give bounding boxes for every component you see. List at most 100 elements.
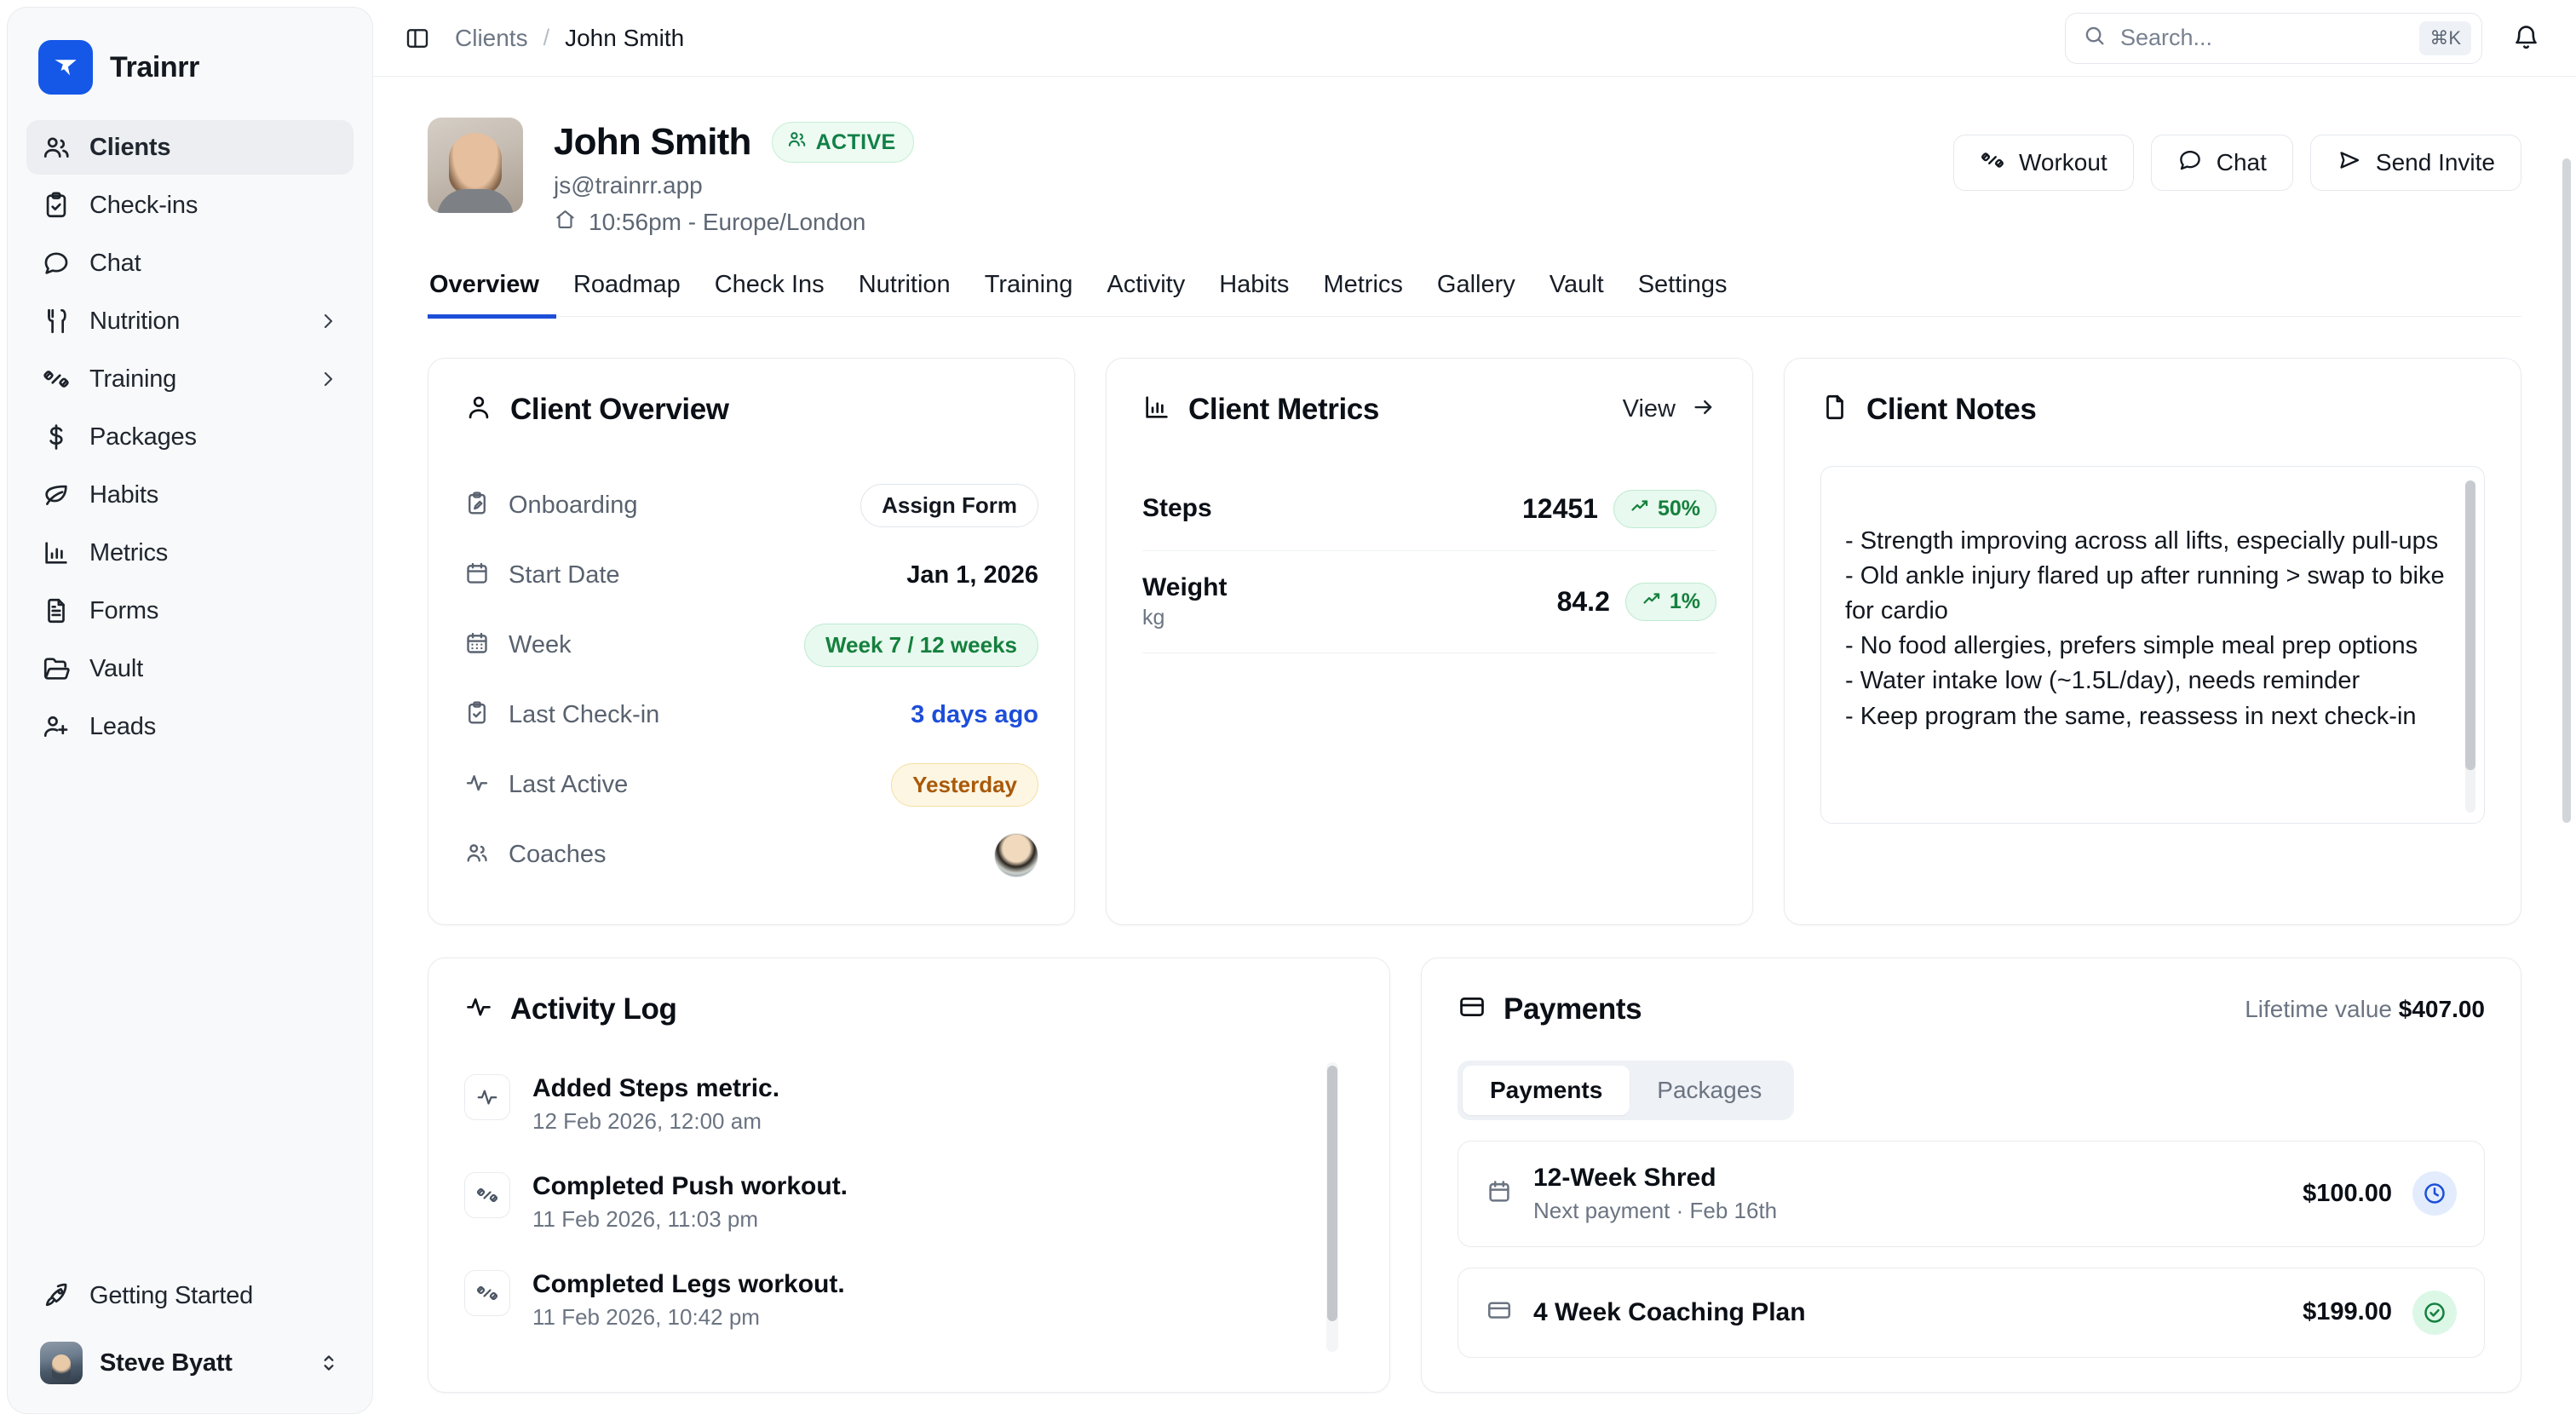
tab-activity[interactable]: Activity	[1107, 271, 1186, 298]
tab-gallery[interactable]: Gallery	[1436, 271, 1515, 298]
sidebar-item-getting-started[interactable]: Getting Started	[26, 1268, 354, 1323]
sidebar-item-chat[interactable]: Chat	[26, 236, 354, 290]
chat-button[interactable]: Chat	[2150, 135, 2293, 191]
payment-row-12-week-shred[interactable]: 12-Week Shred Next payment · Feb 16th $1…	[1458, 1140, 2485, 1247]
overview-row-left: Coaches	[464, 840, 606, 870]
send-invite-button-label: Send Invite	[2375, 149, 2495, 175]
sidebar-item-metrics[interactable]: Metrics	[26, 526, 354, 580]
sidebar-item-check-ins[interactable]: Check-ins	[26, 178, 354, 233]
document-icon	[42, 596, 71, 625]
sidebar-item-clients[interactable]: Clients	[26, 120, 354, 175]
sidebar-item-vault[interactable]: Vault	[26, 641, 354, 696]
trainrr-logo-icon	[38, 40, 93, 95]
coach-avatar[interactable]	[994, 832, 1038, 877]
brand-name: Trainrr	[110, 50, 199, 83]
brand[interactable]: Trainrr	[26, 30, 354, 95]
send-invite-button[interactable]: Send Invite	[2309, 135, 2521, 191]
activity-log-text: Completed Legs workout.	[532, 1269, 845, 1298]
user-icon	[464, 393, 493, 426]
tab-nutrition[interactable]: Nutrition	[858, 271, 951, 298]
activity-log-date: 11 Feb 2026, 10:42 pm	[532, 1303, 760, 1330]
calendar-days-icon	[464, 630, 490, 660]
sidebar-item-label: Habits	[89, 480, 158, 509]
sidebar-item-leads[interactable]: Leads	[26, 699, 354, 754]
tab-settings[interactable]: Settings	[1637, 271, 1728, 298]
last-check-in-link[interactable]: 3 days ago	[911, 701, 1038, 728]
tab-habits[interactable]: Habits	[1219, 271, 1290, 298]
sidebar-item-nutrition[interactable]: Nutrition	[26, 294, 354, 348]
workout-button[interactable]: Workout	[1952, 135, 2134, 191]
tab-overview[interactable]: Overview	[428, 271, 556, 319]
tab-payments[interactable]: Payments	[1463, 1065, 1630, 1115]
search-shortcut-badge: ⌘K	[2419, 20, 2471, 55]
search-input[interactable]: Search... ⌘K	[2065, 12, 2482, 64]
dumbbell-icon	[1980, 147, 2005, 179]
card-icon	[1486, 1297, 1513, 1328]
check-circle-icon	[2412, 1290, 2457, 1335]
users-icon	[42, 133, 71, 162]
sidebar-item-habits[interactable]: Habits	[26, 468, 354, 522]
sidebar-user-name: Steve Byatt	[100, 1348, 233, 1377]
activity-log-entry: Added Steps metric. 12 Feb 2026, 12:00 a…	[532, 1074, 779, 1135]
sidebar-item-training[interactable]: Training	[26, 352, 354, 406]
client-notes-header: Client Notes	[1820, 393, 2485, 427]
breadcrumb-clients[interactable]: Clients	[455, 24, 528, 51]
calendar-icon	[1486, 1178, 1513, 1210]
page-scrollbar[interactable]	[2562, 158, 2571, 1426]
utensils-icon	[42, 307, 71, 336]
sidebar-item-forms[interactable]: Forms	[26, 584, 354, 638]
clipboard-check-icon	[42, 191, 71, 220]
bell-icon[interactable]	[2506, 19, 2545, 58]
payment-amount: $199.00	[2303, 1298, 2392, 1325]
panel-left-icon[interactable]	[399, 20, 436, 57]
overview-cards-row: Client Overview Onboarding Assign	[428, 357, 2521, 925]
activity-log-text: Completed Push workout.	[532, 1171, 848, 1200]
overview-row-value: Assign Form	[860, 484, 1038, 527]
chat-button-label: Chat	[2216, 149, 2267, 175]
main-area: Clients / John Smith Search... ⌘K	[373, 0, 2576, 1426]
metric-row-weight[interactable]: Weight kg 84.2 1%	[1142, 551, 1716, 653]
metric-name-block: Weight kg	[1142, 573, 1227, 630]
client-header: John Smith ACTIVE js@trainrr.app 10:56pm…	[428, 118, 2521, 237]
file-icon	[1820, 393, 1849, 426]
client-notes-text: - Strength improving across all lifts, e…	[1845, 526, 2445, 730]
tab-training[interactable]: Training	[984, 271, 1073, 298]
trending-up-icon	[1630, 496, 1650, 522]
sidebar-item-packages[interactable]: Packages	[26, 410, 354, 464]
client-overview-rows: Onboarding Assign Form Start	[464, 471, 1038, 890]
sidebar-item-label: Check-ins	[89, 191, 198, 219]
sidebar-item-label: Getting Started	[89, 1281, 254, 1309]
breadcrumb: Clients / John Smith	[455, 25, 684, 52]
overview-row-left: Last Active	[464, 770, 628, 800]
payment-row-4-week-coaching-plan[interactable]: 4 Week Coaching Plan $199.00	[1458, 1267, 2485, 1358]
client-notes-textarea[interactable]: - Strength improving across all lifts, e…	[1820, 465, 2485, 824]
overview-row-label: Last Check-in	[509, 701, 660, 728]
activity-icon	[464, 770, 490, 800]
start-date-value: Jan 1, 2026	[906, 561, 1038, 589]
tab-roadmap[interactable]: Roadmap	[572, 271, 681, 298]
tab-vault[interactable]: Vault	[1549, 271, 1604, 298]
assign-form-button[interactable]: Assign Form	[860, 484, 1038, 527]
tab-metrics[interactable]: Metrics	[1323, 271, 1403, 298]
folder-icon	[42, 654, 71, 683]
sidebar-user-switcher[interactable]: Steve Byatt	[26, 1331, 354, 1394]
tab-packages[interactable]: Packages	[1657, 1076, 1762, 1103]
activity-log-entry: Completed Legs workout. 11 Feb 2026, 10:…	[532, 1270, 845, 1331]
card-title-text: Payments	[1504, 992, 1642, 1026]
metric-row-steps[interactable]: Steps 12451 50%	[1142, 468, 1716, 551]
rocket-icon	[42, 1281, 71, 1310]
client-overview-card: Client Overview Onboarding Assign	[428, 357, 1075, 925]
metric-value: 84.2	[1556, 585, 1610, 617]
payment-info: 12-Week Shred Next payment · Feb 16th	[1533, 1164, 1777, 1224]
tab-check-ins[interactable]: Check Ins	[714, 271, 825, 298]
activity-log-scrollbar[interactable]	[1326, 1061, 1338, 1352]
overview-row-coaches: Coaches	[464, 820, 1038, 890]
view-metrics-link[interactable]: View	[1623, 394, 1716, 424]
page-title: John Smith	[554, 121, 751, 163]
client-metrics-header: Client Metrics View	[1142, 393, 1716, 427]
home-icon	[554, 208, 577, 237]
notes-scrollbar[interactable]	[2465, 480, 2475, 813]
activity-log-text: Added Steps metric.	[532, 1073, 780, 1102]
search-placeholder: Search...	[2120, 25, 2213, 50]
activity-log-list: Added Steps metric. 12 Feb 2026, 12:00 a…	[464, 1061, 1354, 1356]
